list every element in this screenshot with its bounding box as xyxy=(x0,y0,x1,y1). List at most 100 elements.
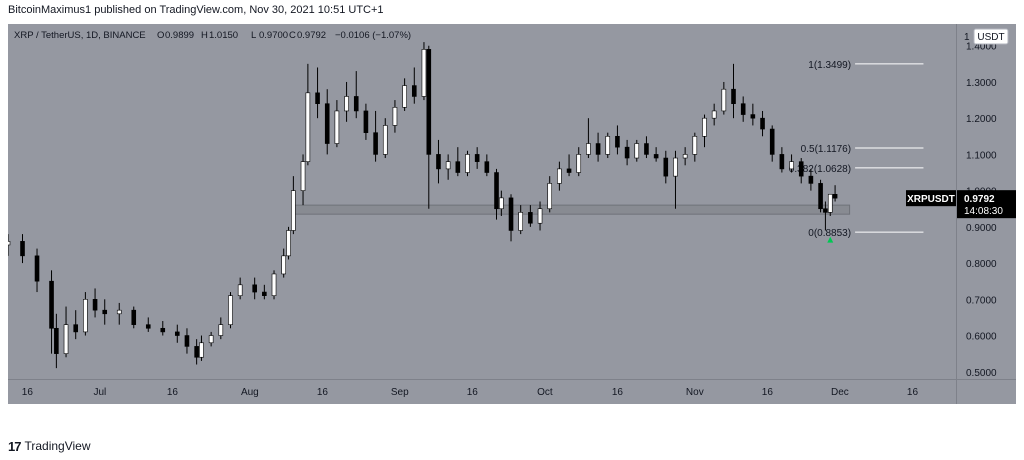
candle-up xyxy=(789,161,794,170)
price-tick-label: 1.4000 xyxy=(966,42,997,53)
candle-up xyxy=(271,273,277,296)
fib-label: 0.382(1.0628) xyxy=(789,164,851,175)
candle-down xyxy=(34,255,40,282)
time-tick-label: 16 xyxy=(22,387,34,398)
currency-label: USDT xyxy=(977,32,1004,43)
candle-up xyxy=(547,183,553,210)
candle-up xyxy=(286,230,291,257)
candle-up xyxy=(334,110,340,144)
candle-up xyxy=(199,342,204,358)
candle-down xyxy=(508,197,514,231)
price-tick-label: 0.9000 xyxy=(966,223,997,234)
price-tick-label: 0.6000 xyxy=(966,332,997,343)
legend-change: −0.0106 (−1.07%) xyxy=(335,30,411,41)
time-tick-label: Sep xyxy=(391,387,409,398)
candle-up xyxy=(382,125,388,155)
candle-up xyxy=(228,295,233,325)
candle-up xyxy=(586,143,591,155)
price-tick-label: 1.3000 xyxy=(966,78,997,89)
price-tick-label: 0.5000 xyxy=(966,368,997,379)
time-tick-label: 16 xyxy=(762,387,774,398)
price-tick-label: 0.7000 xyxy=(966,295,997,306)
price-tick-label: 1.2000 xyxy=(966,114,997,125)
candle-up xyxy=(827,193,833,213)
candle-down xyxy=(436,154,441,170)
candle-up xyxy=(305,92,311,162)
last-price-tag xyxy=(957,190,1016,219)
candle-up xyxy=(518,212,523,231)
symbol-tag xyxy=(906,190,956,207)
legend-l-value: 0.9700 xyxy=(259,30,288,41)
legend-h-label: H xyxy=(201,30,208,41)
legend-symbol: XRP / TetherUS, 1D, BINANCE xyxy=(14,30,146,41)
candle-down xyxy=(760,117,765,130)
candle-down xyxy=(102,309,108,315)
legend-h-value: 1.0150 xyxy=(209,30,238,41)
candle-up xyxy=(344,96,349,112)
candle-down xyxy=(373,132,378,155)
candle-down xyxy=(731,88,736,104)
candle-down xyxy=(750,114,756,119)
candle-up xyxy=(218,324,224,336)
candle-down xyxy=(484,161,490,173)
candle-down xyxy=(174,331,180,336)
candle-up xyxy=(557,168,562,184)
time-tick-label: 16 xyxy=(467,387,479,398)
legend-o-label: O xyxy=(157,30,164,41)
candle-down xyxy=(315,92,320,104)
candle-down xyxy=(324,103,330,144)
candle-up xyxy=(237,284,243,296)
candle-down xyxy=(740,103,746,115)
candle-up xyxy=(682,154,688,159)
candle-down xyxy=(73,324,79,333)
time-tick-label: Jul xyxy=(93,387,106,398)
candle-down xyxy=(615,135,620,148)
candle-up xyxy=(83,299,88,333)
candle-up xyxy=(605,135,611,155)
candle-down xyxy=(798,161,804,177)
last-price-countdown: 14:08:30 xyxy=(964,206,1003,217)
candle-down xyxy=(353,96,359,112)
candle-up xyxy=(402,85,407,108)
price-axis-top-marker: 1 xyxy=(964,32,970,43)
tradingview-logo-icon: 17 xyxy=(8,438,22,454)
legend-c-label: C xyxy=(289,30,296,41)
candle-down xyxy=(20,241,25,257)
candle-down xyxy=(653,154,659,159)
candle-down xyxy=(808,175,814,184)
candle-up xyxy=(692,135,698,155)
price-tick-label: 1.1000 xyxy=(966,150,997,161)
symbol-tag-label: XRPUSDT xyxy=(907,194,955,205)
candle-up xyxy=(702,117,707,137)
candle-down xyxy=(823,208,828,213)
candle-down xyxy=(779,154,785,170)
candle-down xyxy=(160,327,166,333)
candle-up xyxy=(711,110,717,119)
candle-down xyxy=(528,212,533,224)
candle-up xyxy=(116,309,122,315)
candle-up xyxy=(576,154,582,173)
candle-down xyxy=(818,183,823,210)
candle-down xyxy=(494,172,499,210)
candle-up xyxy=(291,190,296,231)
candle-up xyxy=(8,241,11,246)
time-axis-divider xyxy=(8,379,1016,380)
candle-down xyxy=(363,110,369,133)
time-tick-label: 16 xyxy=(907,387,919,398)
candle-down xyxy=(455,161,461,173)
candle-down xyxy=(411,85,417,97)
candle-up xyxy=(63,324,69,354)
candle-down xyxy=(832,193,838,199)
legend-l-label: L xyxy=(251,30,256,41)
candle-down xyxy=(92,299,98,311)
candle-up xyxy=(281,255,286,275)
candle-up xyxy=(673,157,678,177)
candle-up xyxy=(421,49,427,97)
candle-up xyxy=(634,143,640,159)
candle-down xyxy=(566,168,572,173)
price-chart[interactable]: 1(1.3499) 0.5(1.1176) 0.382(1.0628) 0(0.885… xyxy=(8,24,1016,404)
time-tick-label: Dec xyxy=(831,387,849,398)
price-axis-divider xyxy=(956,24,957,404)
last-price-value: 0.9792 xyxy=(964,194,995,205)
time-tick-label: Aug xyxy=(241,387,259,398)
